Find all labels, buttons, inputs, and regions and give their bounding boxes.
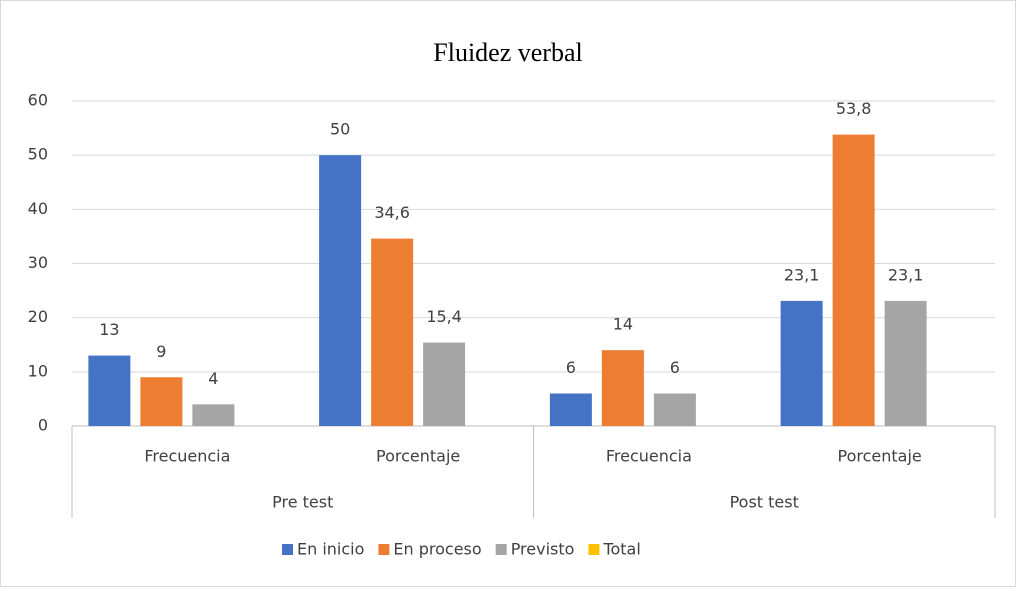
y-tick-label: 60: [28, 91, 48, 110]
legend-label: En inicio: [297, 540, 364, 559]
bar: [832, 134, 875, 427]
y-tick-label: 30: [28, 253, 48, 272]
data-label: 34,6: [374, 203, 410, 222]
data-label: 6: [670, 358, 680, 377]
legend-label: En proceso: [393, 540, 481, 559]
data-label: 13: [99, 320, 119, 339]
x-tick-label: Porcentaje: [376, 447, 460, 466]
legend-swatch: [282, 544, 293, 555]
data-label: 50: [330, 120, 350, 139]
data-label: 15,4: [426, 307, 462, 326]
data-label: 53,8: [836, 99, 872, 118]
bar: [780, 300, 823, 426]
chart-title: Fluidez verbal: [433, 38, 582, 67]
bar: [423, 342, 466, 426]
legend-label: Total: [602, 540, 640, 559]
bar: [653, 393, 696, 426]
x-tick-label: Frecuencia: [144, 447, 230, 466]
bar: [884, 300, 927, 426]
group-label: Pre test: [272, 493, 333, 512]
data-label: 14: [613, 315, 633, 334]
legend-label: Previsto: [511, 540, 575, 559]
data-label: 23,1: [888, 265, 924, 284]
data-label: 4: [208, 369, 218, 388]
x-tick-label: Frecuencia: [606, 447, 692, 466]
data-label: 6: [566, 358, 576, 377]
bar: [601, 350, 644, 426]
bar: [140, 377, 183, 426]
y-tick-label: 0: [38, 416, 48, 435]
legend-swatch: [495, 544, 507, 555]
data-label: 9: [156, 342, 166, 361]
y-tick-label: 50: [28, 145, 48, 164]
x-tick-label: Porcentaje: [838, 447, 922, 466]
data-label: 23,1: [784, 265, 820, 284]
legend-swatch: [588, 544, 600, 555]
y-tick-label: 40: [28, 199, 48, 218]
bar: [549, 393, 592, 426]
legend-swatch: [378, 544, 390, 555]
bar: [371, 238, 414, 426]
y-tick-label: 10: [28, 361, 48, 380]
y-tick-label: 20: [28, 307, 48, 326]
bar: [192, 404, 235, 426]
group-label: Post test: [730, 493, 799, 512]
bar: [88, 355, 131, 426]
bar: [319, 155, 362, 426]
